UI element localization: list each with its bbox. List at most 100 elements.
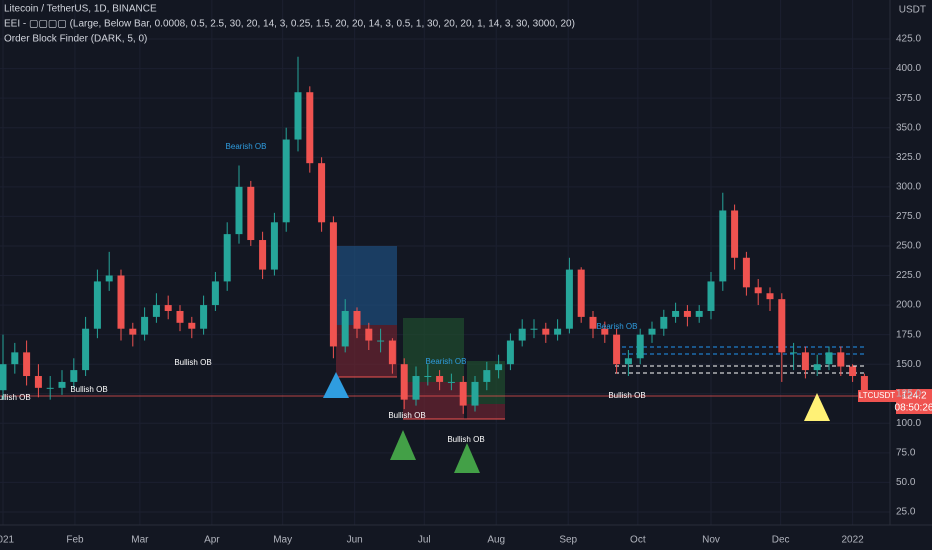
candle-body — [754, 287, 762, 294]
candle-body — [825, 352, 833, 365]
x-tick-label: Oct — [630, 535, 646, 546]
candle-body — [778, 299, 786, 353]
x-tick-label: Aug — [487, 535, 505, 546]
candle-body — [436, 376, 444, 382]
zone — [403, 318, 464, 382]
x-tick-label: Nov — [702, 535, 720, 546]
candle-body — [766, 293, 774, 300]
candle-body — [849, 366, 857, 377]
candle-body — [141, 316, 149, 335]
symbol: Litecoin / TetherUS, 1D, BINANCE — [4, 4, 157, 15]
candle-body — [495, 364, 503, 371]
annotation: Bullish OB — [447, 435, 484, 444]
y-tick-label: 425.0 — [896, 34, 921, 45]
candle-body — [707, 281, 715, 311]
y-tick-label: 325.0 — [896, 152, 921, 163]
x-tick-label: Feb — [66, 535, 84, 546]
y-tick-label: 100.0 — [896, 418, 921, 429]
candle-body — [34, 376, 42, 388]
candle-body — [447, 381, 455, 383]
candle-body — [82, 328, 90, 371]
x-tick-label: Jun — [347, 535, 363, 546]
candle-body — [471, 381, 479, 406]
y-tick-label: 75.0 — [896, 448, 916, 459]
candle-body — [176, 310, 184, 323]
candle-body — [377, 340, 385, 342]
candle-body — [58, 381, 66, 388]
y-tick-label: 300.0 — [896, 181, 921, 192]
candle-body — [554, 328, 562, 335]
triangle — [804, 393, 830, 421]
x-tick-label: Sep — [559, 535, 577, 546]
candle-body — [636, 334, 644, 359]
x-tick-label: Dec — [772, 535, 790, 546]
indicator: Order Block Finder (DARK, 5, 0) — [4, 34, 147, 45]
candle-body — [719, 210, 727, 282]
annotation: Bullish OB — [70, 385, 107, 394]
candle-body — [648, 328, 656, 335]
candle-body — [270, 222, 278, 270]
y-tick-label: 275.0 — [896, 211, 921, 222]
y-axis-label: USDT — [899, 5, 926, 16]
candle-body — [731, 210, 739, 258]
candle-body — [247, 186, 255, 241]
candle-body — [105, 275, 113, 282]
annotation: Bearish OB — [226, 142, 267, 151]
candle-body — [318, 163, 326, 223]
candle-body — [152, 305, 160, 317]
candle-body — [365, 328, 373, 341]
y-tick-label: 250.0 — [896, 241, 921, 252]
candle-body — [601, 328, 609, 335]
candle-body — [672, 310, 680, 317]
candle-body — [235, 186, 243, 235]
annotation: Bullish OB — [388, 411, 425, 420]
candle-body — [790, 352, 798, 354]
candle-body — [624, 358, 632, 365]
candle-body — [400, 364, 408, 400]
triangle — [390, 430, 416, 460]
candle-body — [742, 257, 750, 288]
y-tick-label: 25.0 — [896, 507, 916, 518]
y-tick-label: 375.0 — [896, 93, 921, 104]
candle-body — [46, 387, 54, 389]
y-tick-label: 200.0 — [896, 300, 921, 311]
candle-body — [660, 316, 668, 329]
x-tick-label: Mar — [131, 535, 149, 546]
candle-body — [801, 352, 809, 371]
candle-body — [23, 352, 31, 377]
indicator: EEI - ▢▢▢▢ (Large, Below Bar, 0.0008, 0.… — [4, 19, 575, 30]
candle-body — [200, 305, 208, 329]
candle-body — [306, 92, 314, 164]
annotations: Bearish OB Bearish OB Bearish OB Bullish OB… — [0, 142, 646, 444]
candle-body — [683, 310, 691, 317]
candle-body — [589, 316, 597, 329]
candle-body — [223, 234, 231, 282]
candle-body — [813, 364, 821, 371]
candle-body — [860, 376, 868, 395]
candle-body — [211, 281, 219, 306]
candle-body — [188, 322, 196, 329]
candle-body — [483, 370, 491, 382]
y-tick-label: 50.0 — [896, 477, 916, 488]
annotation: Bullish OB — [608, 391, 645, 400]
candle-body — [837, 352, 845, 367]
x-tick-label: 2022 — [841, 535, 864, 546]
triangle — [323, 372, 349, 398]
y-tick-label: 150.0 — [896, 359, 921, 370]
x-tick-label: Apr — [204, 535, 220, 546]
candles — [0, 56, 868, 414]
candle-body — [117, 275, 125, 329]
countdown: 08:50:26 — [895, 403, 932, 414]
candle-body — [11, 352, 19, 365]
candle-body — [530, 328, 538, 330]
candle-body — [294, 92, 302, 140]
y-tick-label: 225.0 — [896, 270, 921, 281]
candle-body — [329, 222, 337, 347]
candle-body — [695, 310, 703, 317]
annotation: Bullish OB — [0, 393, 31, 402]
candle-body — [0, 364, 7, 391]
candle-body — [93, 281, 101, 329]
candle-body — [164, 305, 172, 311]
